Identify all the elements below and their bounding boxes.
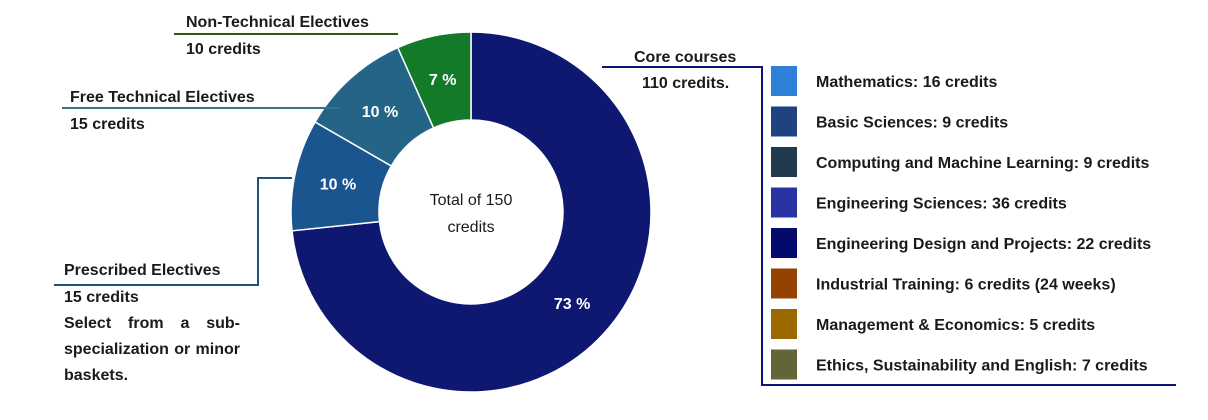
- leader-line-prescribed: [54, 177, 292, 286]
- legend-swatch-2: [771, 147, 797, 177]
- non-technical-title: Non-Technical Electives: [186, 14, 369, 31]
- legend-label-6: Management & Economics: 5 credits: [816, 317, 1095, 334]
- legend-swatch-1: [771, 106, 797, 137]
- center-label-line-1: Total of 150: [430, 192, 513, 209]
- legend-swatch-3: [771, 187, 797, 218]
- slice-core-courses: [291, 31, 652, 393]
- leader-line-core: [602, 66, 1176, 386]
- free-technical-title: Free Technical Electives: [70, 89, 255, 106]
- prescribed-note: Select from a sub-specialization or mino…: [64, 315, 240, 384]
- prescribed-title: Prescribed Electives: [64, 262, 221, 279]
- legend-label-5: Industrial Training: 6 credits (24 weeks…: [816, 277, 1116, 294]
- slice-non-technical-electives: [396, 31, 472, 129]
- legend-swatch-7: [771, 349, 797, 380]
- legend-swatch-5: [771, 268, 797, 299]
- percent-label-1: 10 %: [320, 177, 356, 194]
- legend-label-2: Computing and Machine Learning: 9 credit…: [816, 155, 1149, 172]
- donut-slices: [290, 31, 652, 393]
- percent-label-2: 10 %: [362, 104, 398, 121]
- free-technical-credits: 15 credits: [70, 116, 145, 133]
- non-technical-credits: 10 credits: [186, 41, 261, 58]
- core-credits: 110 credits.: [642, 75, 729, 92]
- legend-label-1: Basic Sciences: 9 credits: [816, 115, 1008, 132]
- core-title: Core courses: [634, 49, 736, 66]
- prescribed-credits: 15 credits: [64, 289, 139, 306]
- legend-swatch-6: [771, 309, 797, 339]
- legend: Mathematics: 16 credits Basic Sciences: 9…: [771, 66, 1151, 380]
- legend-label-4: Engineering Design and Projects: 22 cred…: [816, 236, 1151, 253]
- legend-label-3: Engineering Sciences: 36 credits: [816, 196, 1067, 213]
- legend-swatch-4: [771, 228, 797, 258]
- percent-label-0: 73 %: [554, 296, 590, 313]
- legend-label-0: Mathematics: 16 credits: [816, 74, 998, 91]
- legend-label-7: Ethics, Sustainability and English: 7 cr…: [816, 358, 1148, 375]
- center-label-line-2: credits: [447, 219, 494, 236]
- legend-swatch-0: [771, 66, 797, 96]
- percent-labels: 73 % 10 % 10 % 7 %: [320, 72, 591, 313]
- percent-label-3: 7 %: [429, 72, 457, 89]
